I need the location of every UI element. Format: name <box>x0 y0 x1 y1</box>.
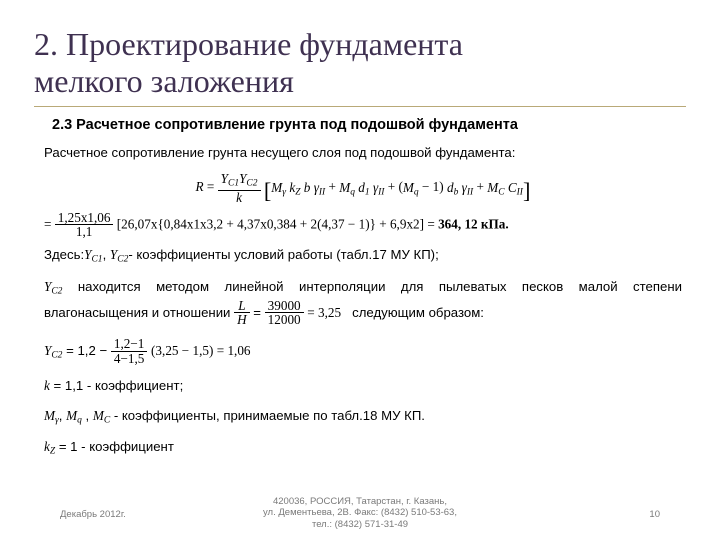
p-yc2-calc: YC2 = 1,2 − 1,2−14−1,5 (3,25 − 1,5) = 1,… <box>44 337 682 366</box>
section-heading: 2.3 Расчетное сопротивление грунта под п… <box>52 117 686 133</box>
footer-address: 420036, РОССИЯ, Татарстан, г. Казань, ул… <box>263 496 457 530</box>
body-content: Расчетное сопротивление грунта несущего … <box>44 143 682 459</box>
formula-main: R = YC1YC2 k [Mγ kZ b γII + Mq d1 γII + … <box>44 172 682 204</box>
intro-text: Расчетное сопротивление грунта несущего … <box>44 143 682 163</box>
p-m: Mγ, Mq , MC - коэффициенты, принимаемые … <box>44 406 682 428</box>
slide: 2. Проектирование фундамента мелкого зал… <box>0 0 720 540</box>
formula-numeric: = 1,25x1,06 1,1 [26,07x{0,84x1x3,2 + 4,3… <box>44 211 682 240</box>
footer-date: Декабрь 2012г. <box>60 509 126 520</box>
title-line-1: 2. Проектирование фундамента <box>34 26 463 62</box>
p-interp: YC2 находится методом линейной интерполя… <box>44 277 682 327</box>
p-k: k = 1,1 - коэффициент; <box>44 376 682 396</box>
title-line-2: мелкого заложения <box>34 63 294 99</box>
p-kz: kZ = 1 - коэффициент <box>44 437 682 459</box>
slide-title: 2. Проектирование фундамента мелкого зал… <box>34 26 686 100</box>
p-zdes: Здесь:YC1, YC2- коэффициенты условий раб… <box>44 245 682 267</box>
title-rule <box>34 106 686 107</box>
footer-page-number: 10 <box>649 509 660 520</box>
